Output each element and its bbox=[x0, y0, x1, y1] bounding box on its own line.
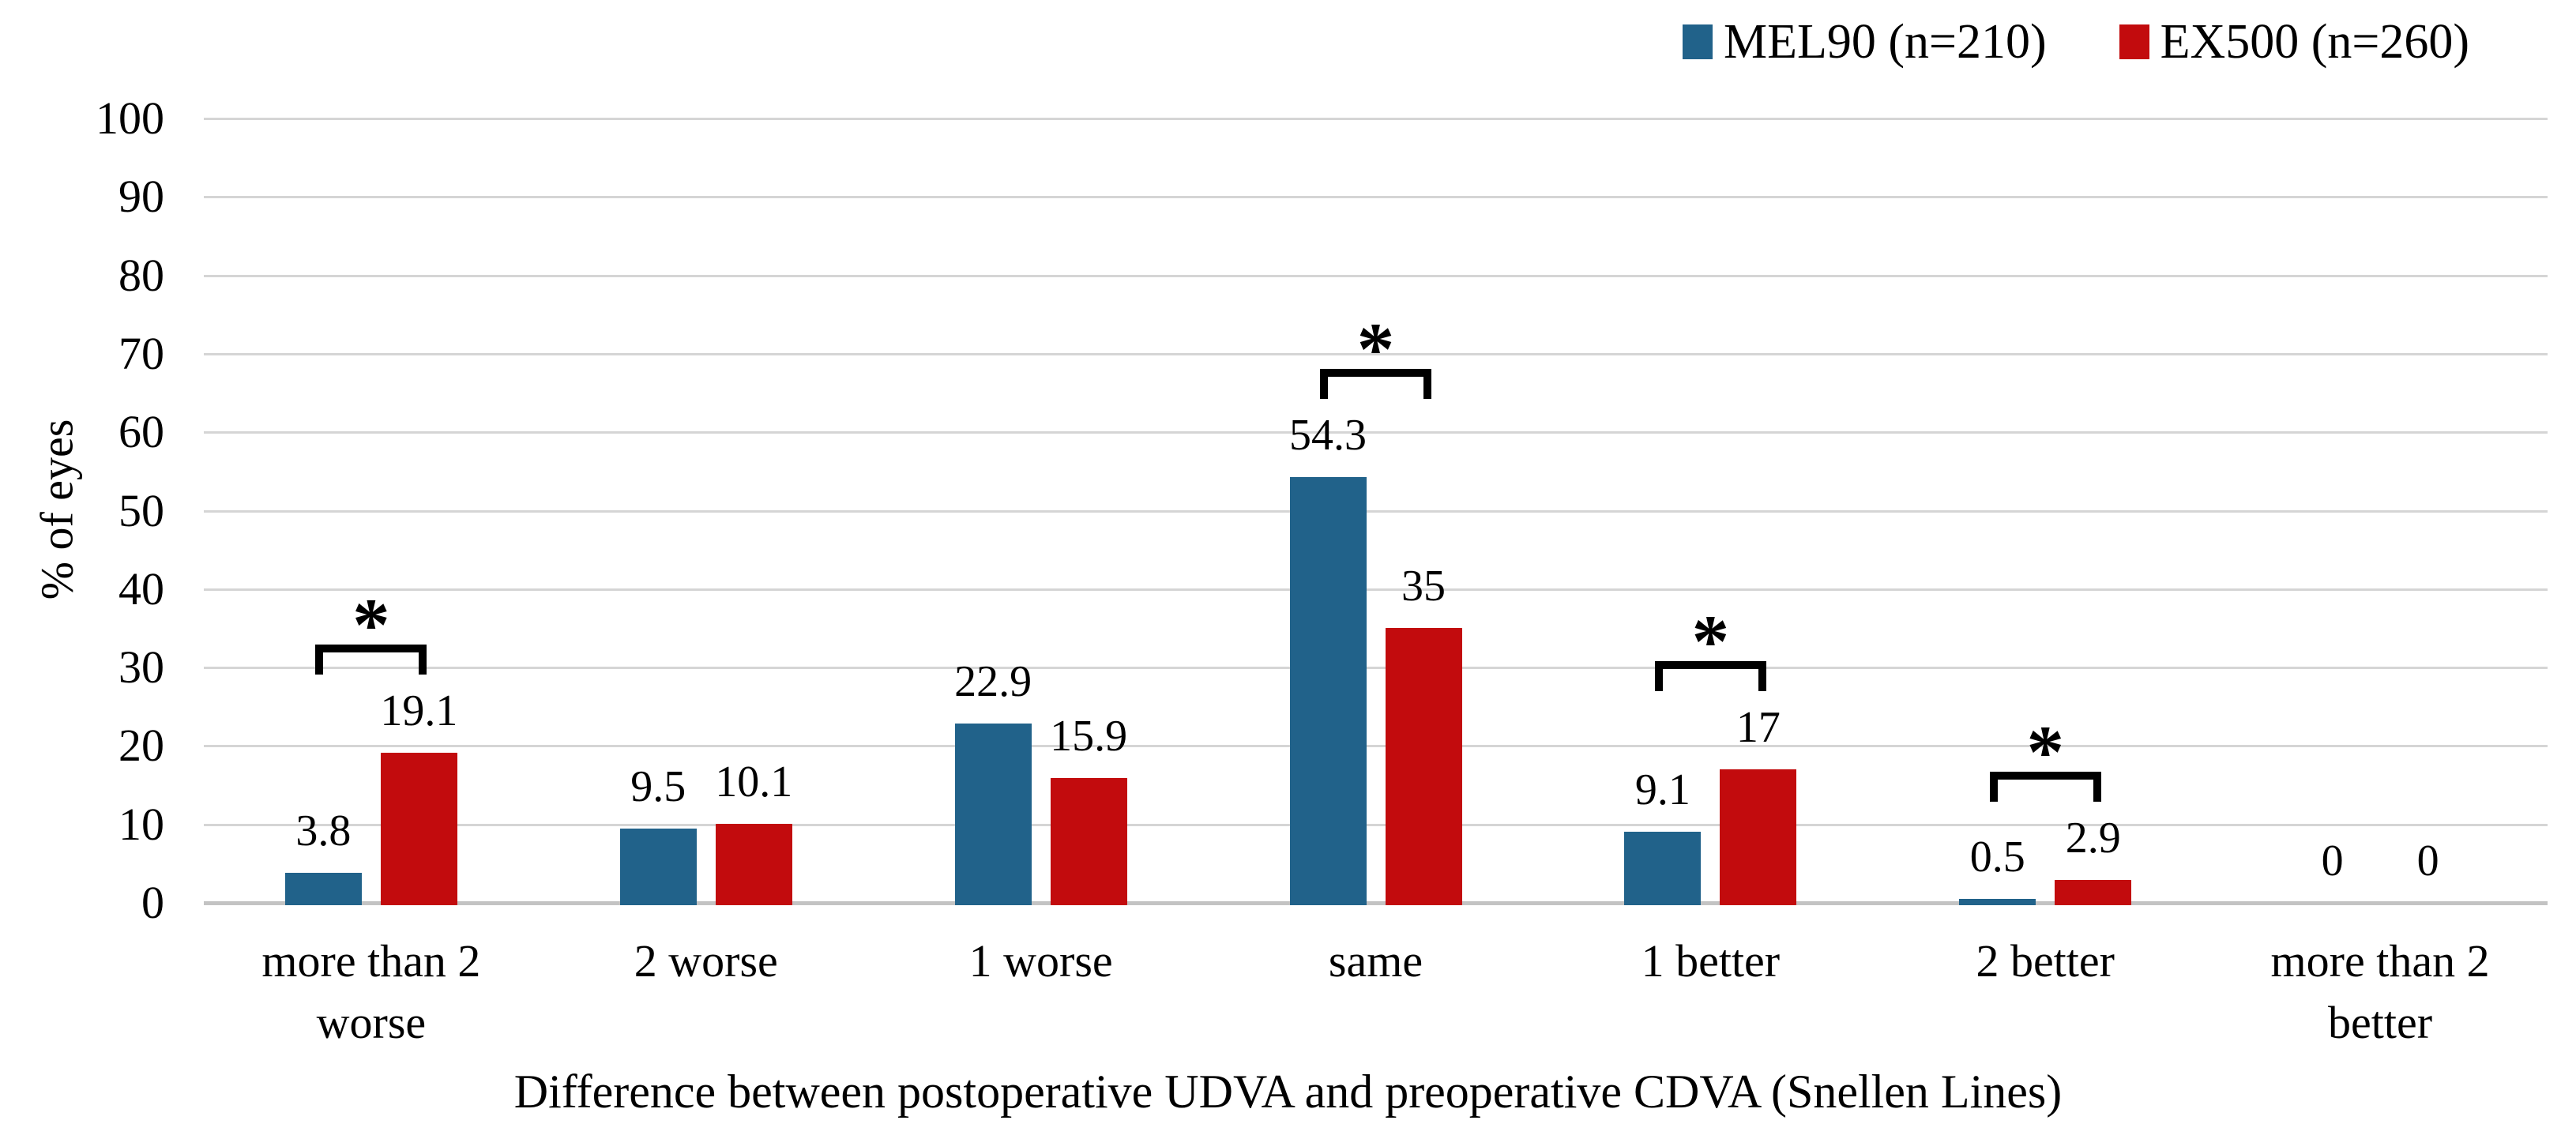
gridline-20 bbox=[204, 745, 2548, 748]
y-tick-label-100: 100 bbox=[96, 92, 164, 144]
gridline-10 bbox=[204, 823, 2548, 826]
bar-mel90-1 bbox=[619, 828, 697, 905]
value-label-ex500-4: 17 bbox=[1736, 703, 1781, 753]
bar-mel90-0 bbox=[284, 873, 362, 905]
category-label-1: 2 worse bbox=[634, 935, 778, 987]
significance-asterisk-4: * bbox=[1691, 600, 1730, 684]
gridline-90 bbox=[204, 196, 2548, 199]
significance-bracket-4 bbox=[1654, 661, 1766, 692]
bar-ex500-3 bbox=[1385, 628, 1462, 905]
value-label-ex500-1: 10.1 bbox=[715, 757, 793, 806]
y-tick-label-50: 50 bbox=[118, 484, 164, 536]
legend-item-ex500: EX500 (n=260) bbox=[2119, 14, 2469, 70]
y-tick-label-60: 60 bbox=[118, 406, 164, 458]
significance-bracket-0 bbox=[315, 645, 427, 675]
value-label-mel90-4: 9.1 bbox=[1634, 765, 1690, 814]
bar-ex500-4 bbox=[1720, 769, 1797, 905]
bar-mel90-2 bbox=[954, 723, 1032, 905]
bar-ex500-5 bbox=[2055, 880, 2132, 905]
category-label-4: 1 better bbox=[1641, 935, 1781, 987]
y-tick-label-10: 10 bbox=[118, 798, 164, 850]
category-label-2: 1 worse bbox=[968, 935, 1113, 987]
gridline-50 bbox=[204, 509, 2548, 513]
gridline-100 bbox=[204, 118, 2548, 120]
y-tick-label-0: 0 bbox=[141, 877, 164, 928]
gridline-30 bbox=[204, 667, 2548, 670]
gridline-70 bbox=[204, 352, 2548, 355]
legend-swatch-ex500 bbox=[2119, 24, 2149, 59]
category-label-3: same bbox=[1328, 935, 1423, 987]
significance-bracket-3 bbox=[1320, 368, 1431, 399]
significance-bracket-5 bbox=[1989, 772, 2101, 803]
significance-asterisk-5: * bbox=[2026, 710, 2064, 795]
value-label-ex500-0: 19.1 bbox=[380, 686, 458, 736]
value-label-ex500-2: 15.9 bbox=[1050, 712, 1128, 761]
category-label-5: 2 better bbox=[1976, 935, 2115, 987]
legend: MEL90 (n=210) EX500 (n=260) bbox=[1683, 14, 2469, 70]
bar-mel90-5 bbox=[1959, 899, 2036, 905]
bar-ex500-2 bbox=[1050, 778, 1127, 905]
legend-swatch-mel90 bbox=[1683, 24, 1713, 59]
category-label-6: more than 2 better bbox=[2270, 935, 2490, 1048]
x-axis-baseline bbox=[204, 901, 2548, 905]
value-label-mel90-5: 0.5 bbox=[1969, 833, 2025, 882]
value-label-mel90-6: 0 bbox=[2321, 836, 2344, 885]
y-tick-label-80: 80 bbox=[118, 249, 164, 301]
y-tick-label-90: 90 bbox=[118, 171, 164, 223]
value-label-ex500-6: 0 bbox=[2416, 836, 2439, 885]
value-label-mel90-0: 3.8 bbox=[295, 806, 352, 856]
significance-asterisk-0: * bbox=[352, 583, 390, 667]
y-tick-label-40: 40 bbox=[118, 562, 164, 615]
y-tick-label-30: 30 bbox=[118, 641, 164, 694]
gridline-40 bbox=[204, 588, 2548, 591]
significance-asterisk-3: * bbox=[1356, 306, 1395, 391]
bar-ex500-1 bbox=[715, 823, 792, 905]
value-label-ex500-3: 35 bbox=[1401, 562, 1446, 611]
value-label-mel90-1: 9.5 bbox=[630, 761, 686, 811]
category-label-0: more than 2 worse bbox=[261, 935, 481, 1048]
bar-ex500-0 bbox=[380, 753, 457, 905]
y-tick-label-20: 20 bbox=[118, 720, 164, 772]
bar-mel90-4 bbox=[1624, 831, 1702, 905]
y-tick-label-70: 70 bbox=[118, 327, 164, 379]
value-label-mel90-2: 22.9 bbox=[954, 656, 1032, 706]
x-axis-title: Difference between postoperative UDVA an… bbox=[513, 1066, 2063, 1118]
value-label-ex500-5: 2.9 bbox=[2065, 814, 2121, 863]
legend-label-mel90: MEL90 (n=210) bbox=[1724, 15, 2047, 69]
bar-mel90-3 bbox=[1289, 476, 1367, 905]
legend-item-mel90: MEL90 (n=210) bbox=[1683, 14, 2047, 70]
gridline-60 bbox=[204, 431, 2548, 434]
gridline-80 bbox=[204, 274, 2548, 277]
legend-label-ex500: EX500 (n=260) bbox=[2160, 15, 2470, 69]
value-label-mel90-3: 54.3 bbox=[1289, 410, 1367, 460]
